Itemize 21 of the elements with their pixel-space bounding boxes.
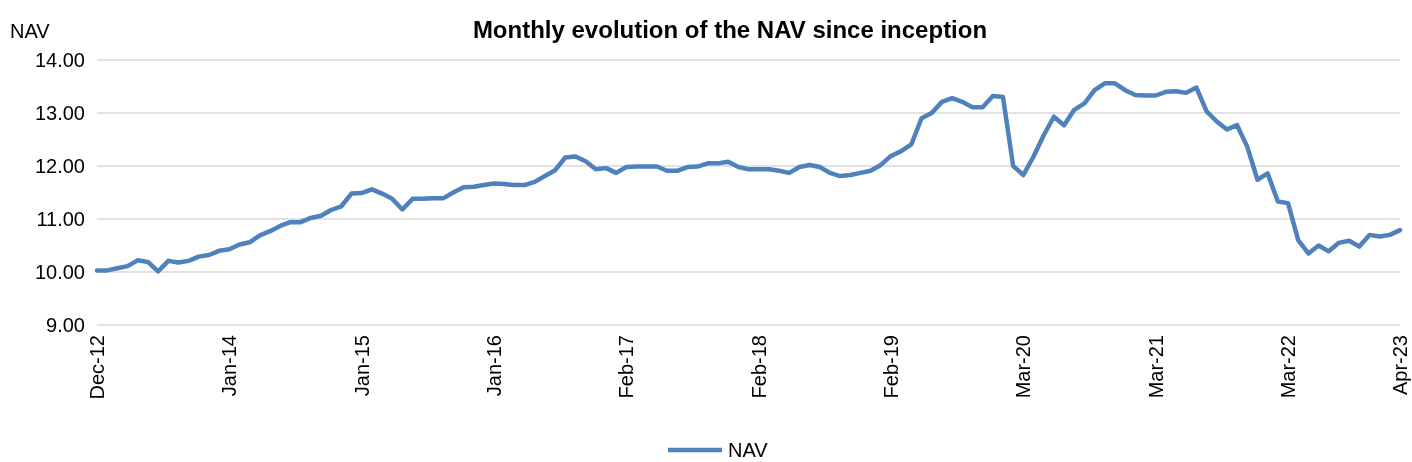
y-tick-label: 13.00 xyxy=(34,102,85,124)
x-tick-label: Jan-15 xyxy=(350,335,373,397)
x-tick-label: Feb-17 xyxy=(615,335,638,399)
x-tick-label: Apr-23 xyxy=(1389,335,1411,396)
x-tick-label: Mar-22 xyxy=(1277,335,1300,399)
y-tick-label: 12.00 xyxy=(34,155,85,177)
x-tick-label: Jan-14 xyxy=(218,335,241,397)
x-tick-label: Mar-20 xyxy=(1012,335,1035,399)
y-tick-label: 14.00 xyxy=(34,49,85,71)
line-series xyxy=(94,81,1403,274)
x-tick-label: Feb-18 xyxy=(747,335,770,399)
y-tick-label: 10.00 xyxy=(34,261,85,283)
x-tick-label: Dec-12 xyxy=(86,335,108,400)
chart-title: Monthly evolution of the NAV since inception xyxy=(472,16,988,43)
legend-label: NAV xyxy=(728,439,769,461)
x-tick-label: Mar-21 xyxy=(1144,335,1167,399)
y-tick-label: 9.00 xyxy=(46,314,85,336)
y-tick-label: 11.00 xyxy=(36,208,85,230)
y-axis-title: NAV xyxy=(10,20,51,42)
x-tick-label: Jan-16 xyxy=(483,335,506,397)
x-tick-label: Feb-19 xyxy=(880,335,903,399)
